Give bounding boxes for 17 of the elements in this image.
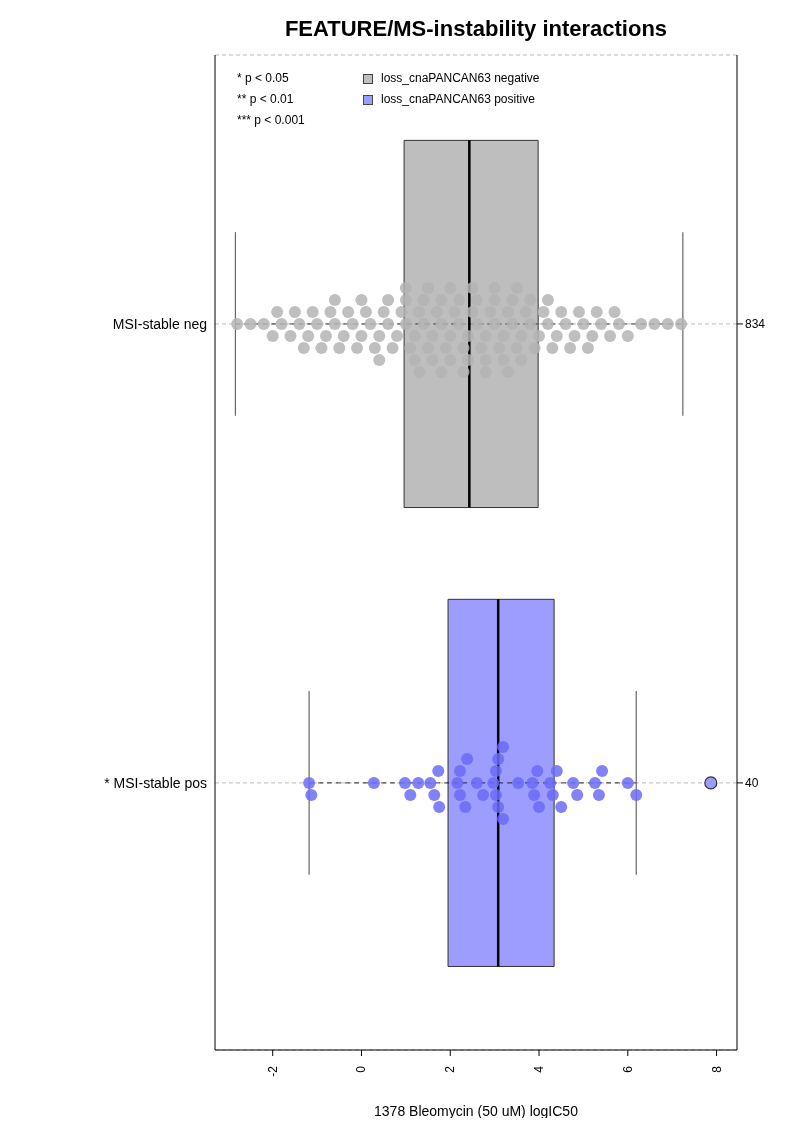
annotation: * p < 0.05 [237,70,290,87]
x-axis-title: 1378 Bleomycin (50 uM) logIC50 [374,1103,579,1119]
x-tick-label: 6 [620,1065,635,1073]
x-tick-label: 4 [532,1065,547,1073]
text: 40 [745,776,759,791]
x-tick-label: 8 [709,1065,724,1073]
y-tick-label: * MSI-stable pos [104,774,207,791]
legend-label: loss_cnaPANCAN63 negative [380,70,540,87]
chart-title: FEATURE/MS-instability interactions [283,16,669,42]
y-tick-label: MSI-stable neg [112,315,207,332]
text: 834 [745,317,766,332]
x-tick-label: 0 [354,1065,369,1073]
x-tick-label: -2 [265,1065,280,1077]
annotation: *** p < 0.001 [237,112,305,129]
x-tick-label: 2 [443,1065,458,1073]
legend-label: loss_cnaPANCAN63 positive [380,91,536,108]
annotation: ** p < 0.01 [237,91,295,108]
